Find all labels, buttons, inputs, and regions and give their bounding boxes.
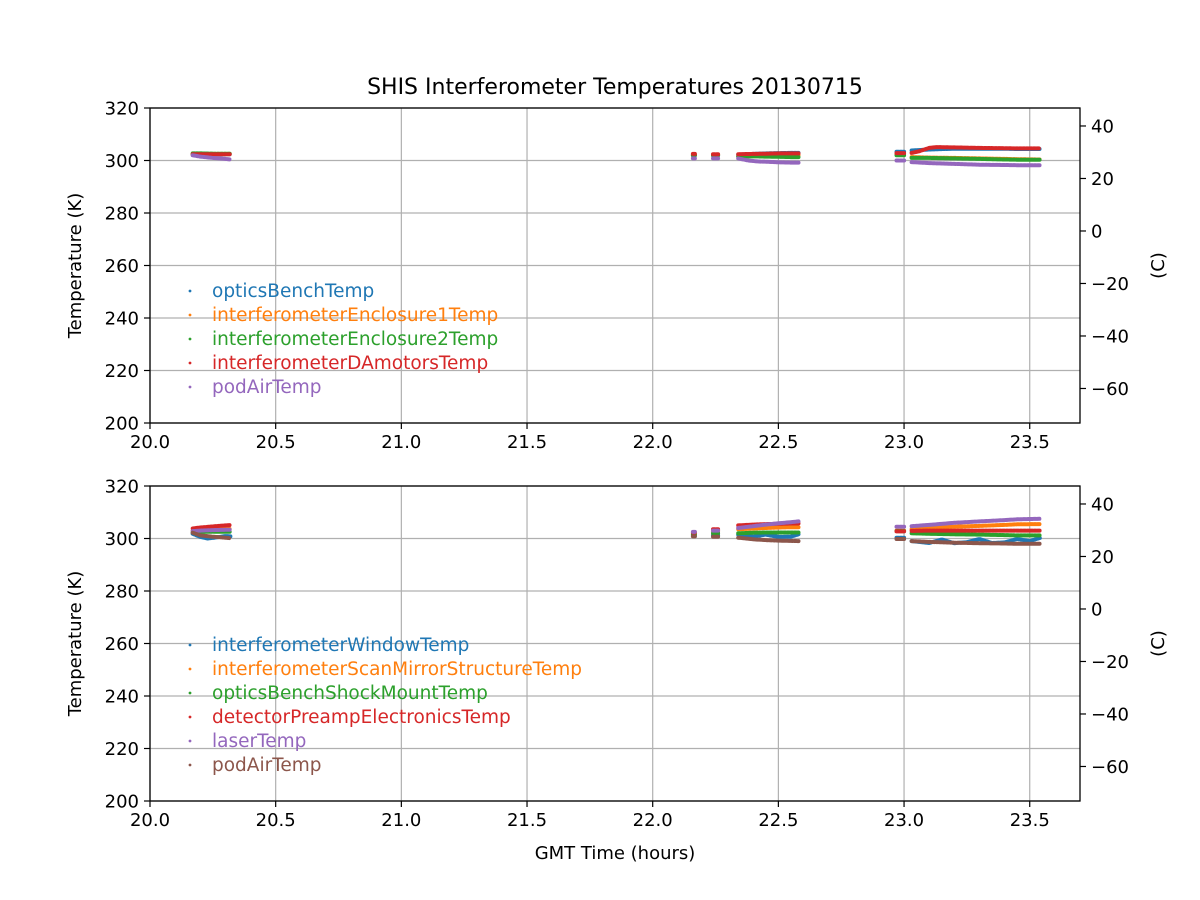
y2-tick-label: 20 <box>1091 169 1114 190</box>
series-segment <box>190 530 233 541</box>
y2-tick-label: −60 <box>1091 379 1129 400</box>
series-segment <box>736 535 801 544</box>
series-segment <box>909 539 1042 546</box>
y-tick-label: 220 <box>105 361 139 382</box>
y-tick-label: 320 <box>105 477 139 498</box>
legend-label: podAirTemp <box>212 755 322 776</box>
legend-label: interferometerScanMirrorStructureTemp <box>212 659 582 680</box>
legend-label: interferometerDAmotorsTemp <box>212 353 488 374</box>
x-tick-label: 22.0 <box>633 810 673 831</box>
y-tick-label: 260 <box>105 634 139 655</box>
legend-label: detectorPreampElectronicsTemp <box>212 707 511 728</box>
series-segment <box>736 154 801 160</box>
y-tick-label: 260 <box>105 256 139 277</box>
bottom-panel: 20.0 20.5 21.0 21.5 22.0 22.5 23.0 23.520022024… <box>65 477 1169 865</box>
legend-marker <box>188 667 192 671</box>
y-tick-label: 280 <box>105 204 139 225</box>
y2-tick-label: −40 <box>1091 326 1129 347</box>
series-segment <box>909 516 1042 529</box>
x-tick-label: 23.0 <box>884 432 924 453</box>
series-segment <box>736 151 801 157</box>
x-tick-label: 20.5 <box>256 810 296 831</box>
y-axis-label: Temperature (K) <box>65 193 86 340</box>
series-segment <box>736 530 801 536</box>
x-tick-label: 23.5 <box>1010 432 1050 453</box>
series-segment <box>190 523 233 531</box>
legend-marker <box>188 763 192 767</box>
legend-marker <box>188 643 192 647</box>
x-tick-label: 21.5 <box>507 810 547 831</box>
y2-tick-label: 20 <box>1091 547 1114 568</box>
y-axis-label: Temperature (K) <box>65 571 86 718</box>
legend-label: opticsBenchShockMountTemp <box>212 683 488 704</box>
y-tick-label: 280 <box>105 582 139 603</box>
legend-marker <box>188 385 192 389</box>
legend-marker <box>188 715 192 719</box>
legend-label: interferometerEnclosure1Temp <box>212 305 498 326</box>
y2-tick-label: −60 <box>1091 757 1129 778</box>
y-tick-label: 220 <box>105 739 139 760</box>
series-segment <box>909 531 1042 538</box>
series-laserTemp <box>190 516 1042 534</box>
y2-axis-label: (C) <box>1148 630 1169 657</box>
legend-label: interferometerWindowTemp <box>212 635 469 656</box>
figure-title: SHIS Interferometer Temperatures 2013071… <box>367 75 863 100</box>
series-segment <box>736 519 801 530</box>
y2-tick-label: −20 <box>1091 274 1129 295</box>
y2-axis-label: (C) <box>1148 252 1169 279</box>
y2-tick-label: 0 <box>1091 221 1102 242</box>
y2-tick-label: −20 <box>1091 652 1129 673</box>
y2-tick-label: −40 <box>1091 704 1129 725</box>
series-segment <box>736 156 801 165</box>
legend-label: podAirTemp <box>212 377 322 398</box>
legend-label: laserTemp <box>212 731 306 752</box>
y-tick-label: 320 <box>105 99 139 120</box>
x-tick-label: 22.5 <box>758 432 798 453</box>
x-tick-label: 23.0 <box>884 810 924 831</box>
legend-label: interferometerEnclosure2Temp <box>212 329 498 350</box>
series-segment <box>909 145 1042 155</box>
y-tick-label: 200 <box>105 792 139 813</box>
top-panel: 20.0 20.5 21.0 21.5 22.0 22.5 23.0 23.520022024… <box>65 99 1169 454</box>
legend-marker <box>188 361 192 365</box>
series-interferometerDAmotorsTemp <box>190 145 1042 157</box>
y2-tick-label: 40 <box>1091 494 1114 515</box>
legend: opticsBenchTemp interferometerEnclosure1T… <box>188 281 498 398</box>
legend: interferometerWindowTemp interferometerSc… <box>188 635 582 776</box>
x-tick-label: 22.5 <box>758 810 798 831</box>
x-tick-label: 21.5 <box>507 432 547 453</box>
y2-tick-label: 40 <box>1091 116 1114 137</box>
legend-marker <box>188 337 192 341</box>
y-tick-label: 200 <box>105 414 139 435</box>
series-podAirTemp <box>190 153 1042 168</box>
x-tick-label: 23.5 <box>1010 810 1050 831</box>
x-tick-label: 20.0 <box>130 810 170 831</box>
legend-marker <box>188 739 192 743</box>
y2-tick-label: 0 <box>1091 599 1102 620</box>
y-tick-label: 300 <box>105 529 139 550</box>
x-axis-label: GMT Time (hours) <box>535 843 696 864</box>
series-segment <box>190 153 233 162</box>
series-segment <box>190 527 233 534</box>
x-tick-label: 20.0 <box>130 432 170 453</box>
series-segment <box>909 522 1042 532</box>
y-tick-label: 300 <box>105 151 139 172</box>
legend-marker <box>188 691 192 695</box>
legend-marker <box>188 289 192 293</box>
x-tick-label: 21.0 <box>381 432 421 453</box>
series-segment <box>909 155 1042 162</box>
legend-marker <box>188 313 192 317</box>
x-tick-label: 22.0 <box>633 432 673 453</box>
y-tick-label: 240 <box>105 687 139 708</box>
series-segment <box>909 160 1042 168</box>
x-tick-label: 21.0 <box>381 810 421 831</box>
series-segment <box>736 532 801 539</box>
y-tick-label: 240 <box>105 309 139 330</box>
x-tick-label: 20.5 <box>256 432 296 453</box>
legend-label: opticsBenchTemp <box>212 281 374 302</box>
series-podAirTemp <box>190 530 1042 546</box>
series-segment <box>736 525 801 532</box>
